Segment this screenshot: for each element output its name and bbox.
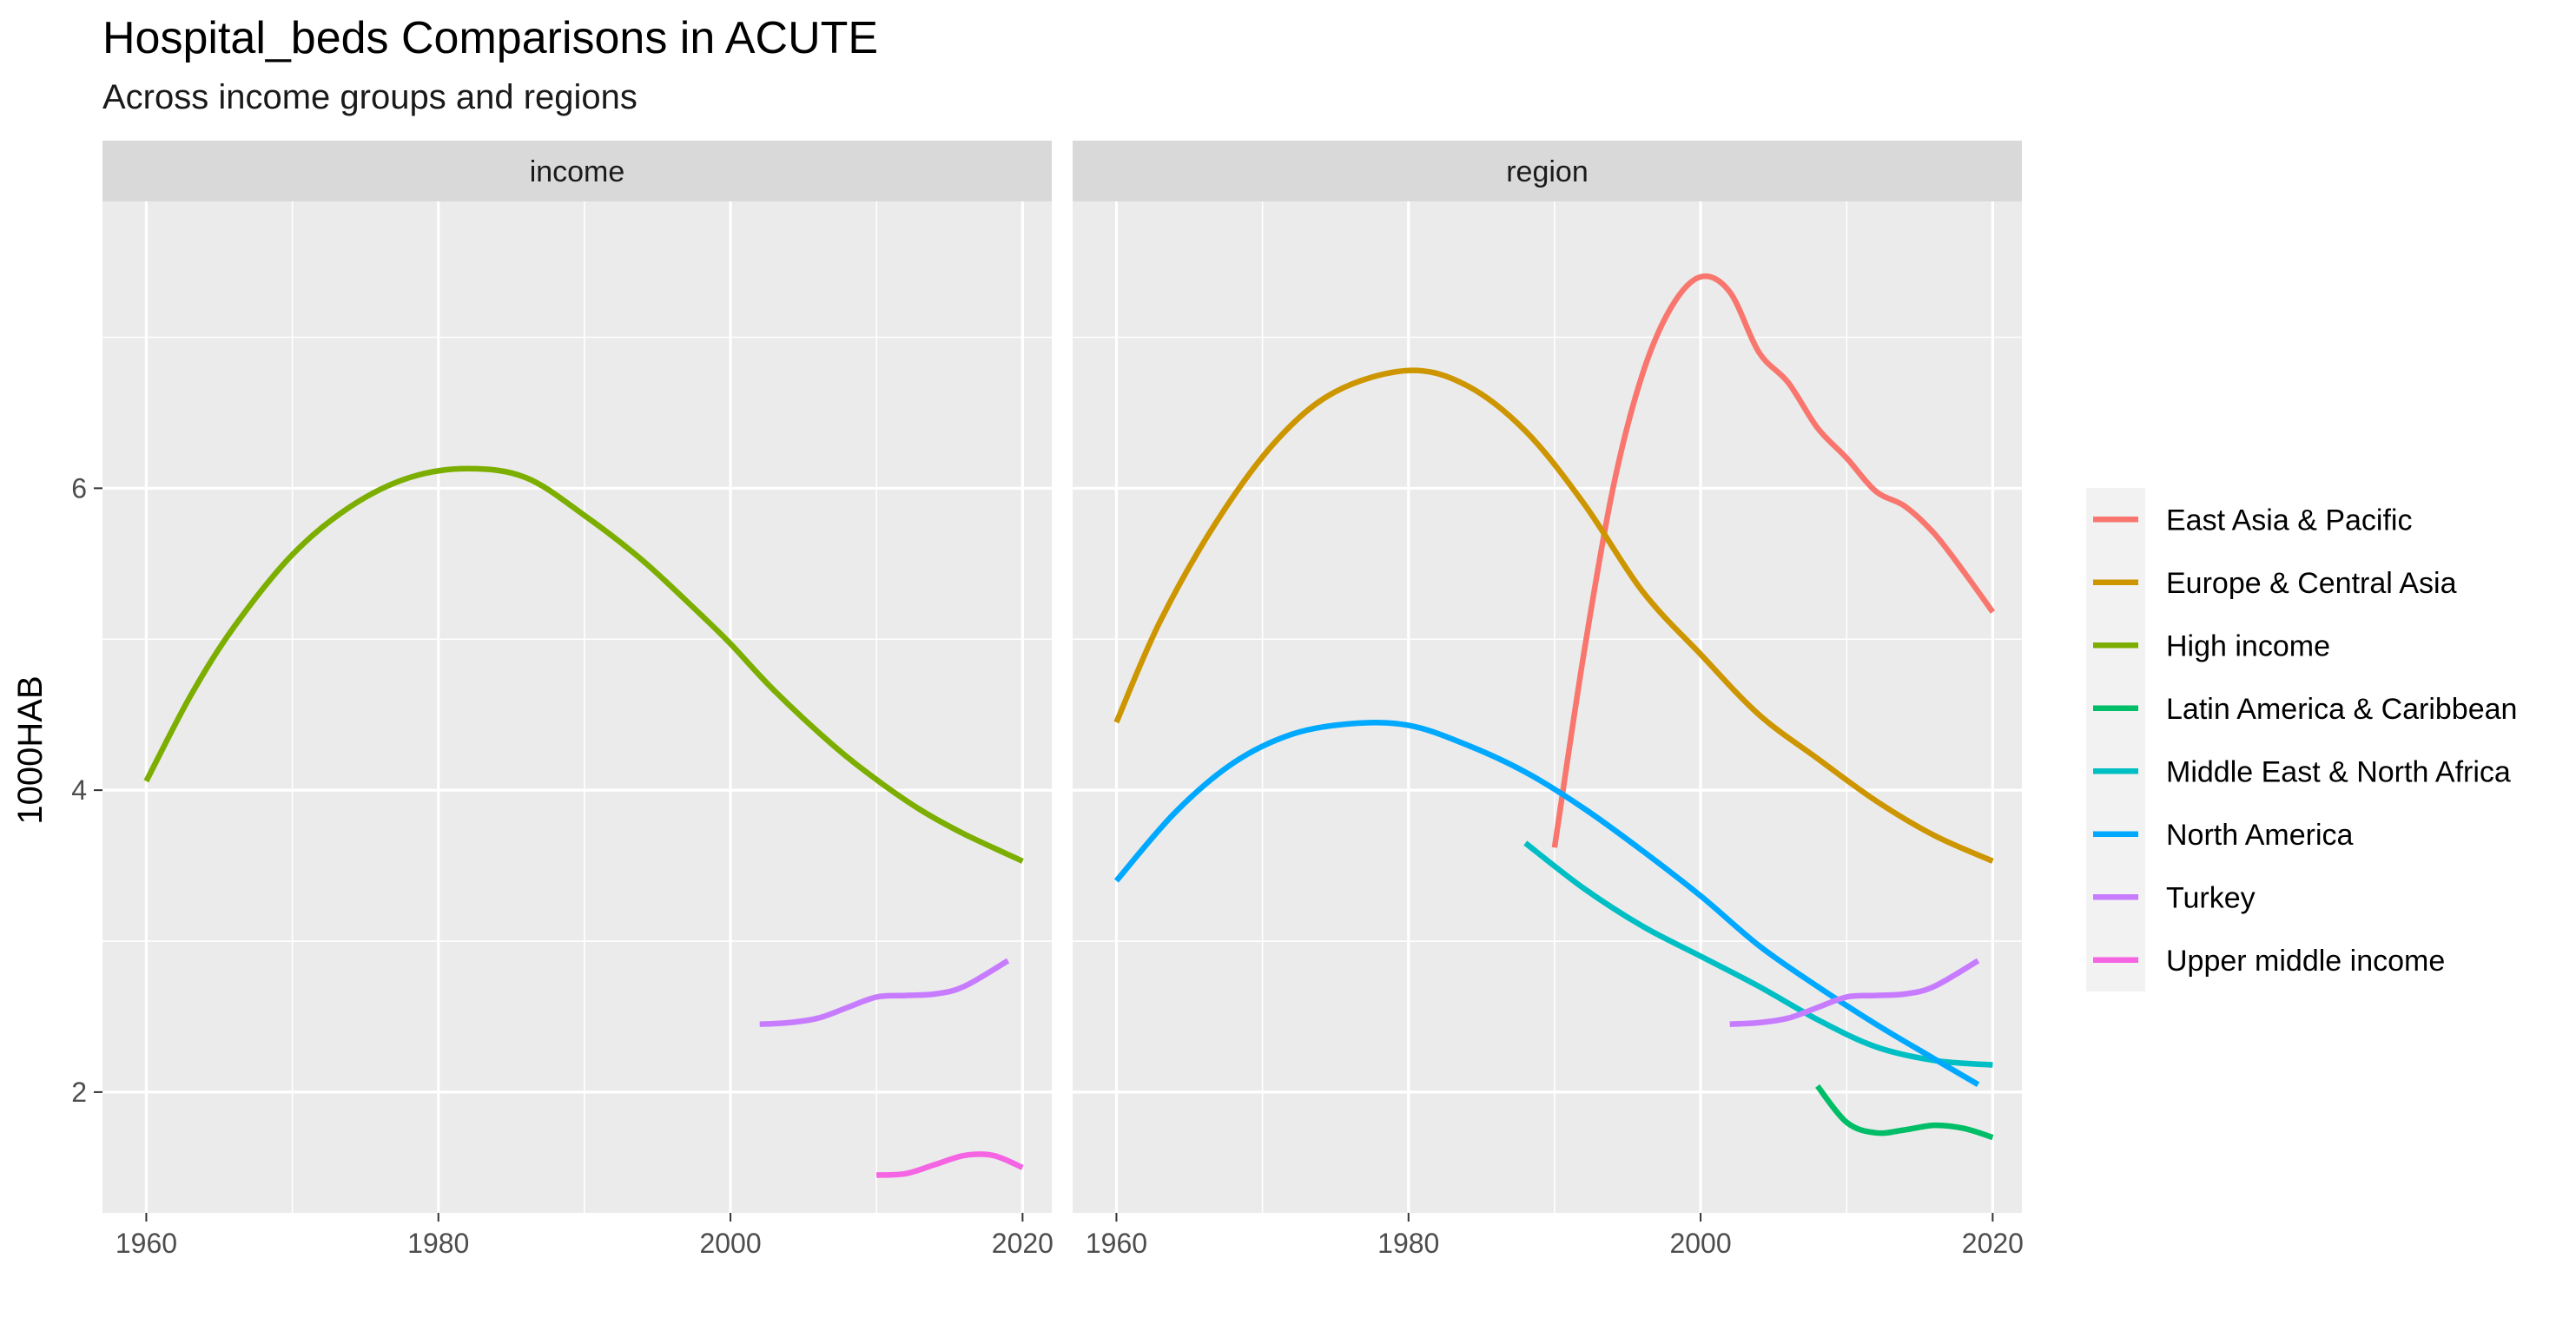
plot-background — [1073, 201, 2022, 1213]
facet-panels: income 1960 1980 2000 2020 2 4 6 region 1960 1980 2… — [71, 141, 2024, 1259]
legend-label: East Asia & Pacific — [2166, 504, 2412, 537]
facet-panel-income: income 1960 1980 2000 2020 2 4 6 — [71, 141, 1054, 1259]
series-line-turkey — [1729, 958, 1980, 1027]
facet-strip — [102, 141, 1052, 201]
series-line-turkey — [759, 958, 1010, 1027]
legend-label: North America — [2166, 819, 2353, 852]
y-tick-label: 6 — [71, 472, 87, 504]
series-line-north-america — [1113, 720, 1980, 1088]
facet-panel-region: region 1960 1980 2000 2020 — [1073, 141, 2024, 1259]
y-axis-title: 1000HAB — [11, 675, 50, 824]
legend-label: Middle East & North Africa — [2166, 755, 2511, 788]
x-tick-label: 1960 — [1086, 1228, 1147, 1259]
series-line-europe-central-asia — [1113, 367, 1994, 864]
x-tick-label: 1960 — [116, 1228, 177, 1259]
legend-item: Upper middle income — [2093, 945, 2445, 978]
series-line-high-income — [143, 465, 1024, 864]
x-tick-label: 1980 — [407, 1228, 469, 1259]
x-tick-label: 2000 — [1669, 1228, 1731, 1259]
legend-label: Turkey — [2166, 881, 2256, 914]
legend-item: East Asia & Pacific — [2093, 504, 2412, 537]
y-tick-label: 2 — [71, 1077, 87, 1108]
y-tick-label: 4 — [71, 774, 87, 806]
series-line-middle-east-north-africa — [1523, 840, 1993, 1068]
x-tick-label: 1980 — [1377, 1228, 1439, 1259]
facet-strip-label: region — [1506, 155, 1589, 188]
series-line-latin-america-caribbean — [1815, 1084, 1994, 1141]
x-tick-label: 2000 — [699, 1228, 761, 1259]
facet-strip — [1073, 141, 2022, 201]
legend-key-background — [2086, 488, 2145, 991]
legend-item: Middle East & North Africa — [2093, 755, 2511, 788]
legend: East Asia & Pacific Europe & Central Asia… — [2086, 488, 2517, 991]
series-line-upper-middle-income — [876, 1151, 1024, 1178]
legend-item: High income — [2093, 629, 2330, 662]
chart-subtitle: Across income groups and regions — [102, 78, 637, 116]
legend-item: Europe & Central Asia — [2093, 567, 2457, 600]
x-tick-label: 2020 — [992, 1228, 1054, 1259]
legend-label: High income — [2166, 629, 2330, 662]
legend-item: North America — [2093, 819, 2353, 852]
x-tick-label: 2020 — [1962, 1228, 2024, 1259]
plot-background — [102, 201, 1052, 1213]
legend-label: Latin America & Caribbean — [2166, 693, 2517, 726]
chart-title: Hospital_beds Comparisons in ACUTE — [102, 13, 879, 63]
facet-strip-label: income — [530, 155, 625, 188]
legend-item: Latin America & Caribbean — [2093, 693, 2517, 726]
legend-label: Upper middle income — [2166, 945, 2445, 978]
legend-item: Turkey — [2093, 881, 2256, 914]
legend-label: Europe & Central Asia — [2166, 567, 2457, 600]
